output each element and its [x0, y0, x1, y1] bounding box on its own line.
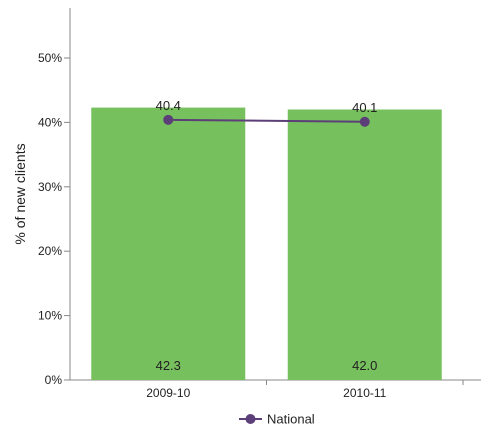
national-series: 40.4 40.1 — [156, 98, 377, 127]
y-tick-label: 40% — [38, 115, 62, 129]
bar — [287, 109, 442, 381]
national-point — [163, 114, 174, 125]
y-tick-label: 20% — [38, 244, 62, 258]
y-tick-label: 50% — [38, 51, 62, 65]
national-value-label: 40.4 — [156, 98, 181, 113]
bar — [91, 107, 246, 380]
y-tick-label: 10% — [38, 309, 62, 323]
y-ticks: 0% 10% 20% 30% 40% 50% — [38, 51, 70, 387]
x-tick-label: 2009-10 — [146, 386, 190, 400]
legend-label-national: National — [267, 412, 315, 427]
y-tick-label: 0% — [45, 373, 63, 387]
x-ticks: 2009-10 2010-11 — [146, 380, 464, 400]
legend-dot-marker — [245, 414, 256, 424]
national-line — [168, 118, 365, 123]
bar-value-label: 42.3 — [156, 358, 181, 373]
national-point — [359, 116, 370, 127]
x-tick-label: 2010-11 — [343, 386, 386, 400]
national-value-label: 40.1 — [352, 100, 377, 115]
y-tick-label: 30% — [38, 180, 62, 194]
bar-value-label: 42.0 — [352, 358, 377, 373]
bars: 42.3 42.0 — [91, 107, 442, 381]
legend: National — [239, 412, 315, 427]
y-axis-title: % of new clients — [12, 143, 28, 244]
